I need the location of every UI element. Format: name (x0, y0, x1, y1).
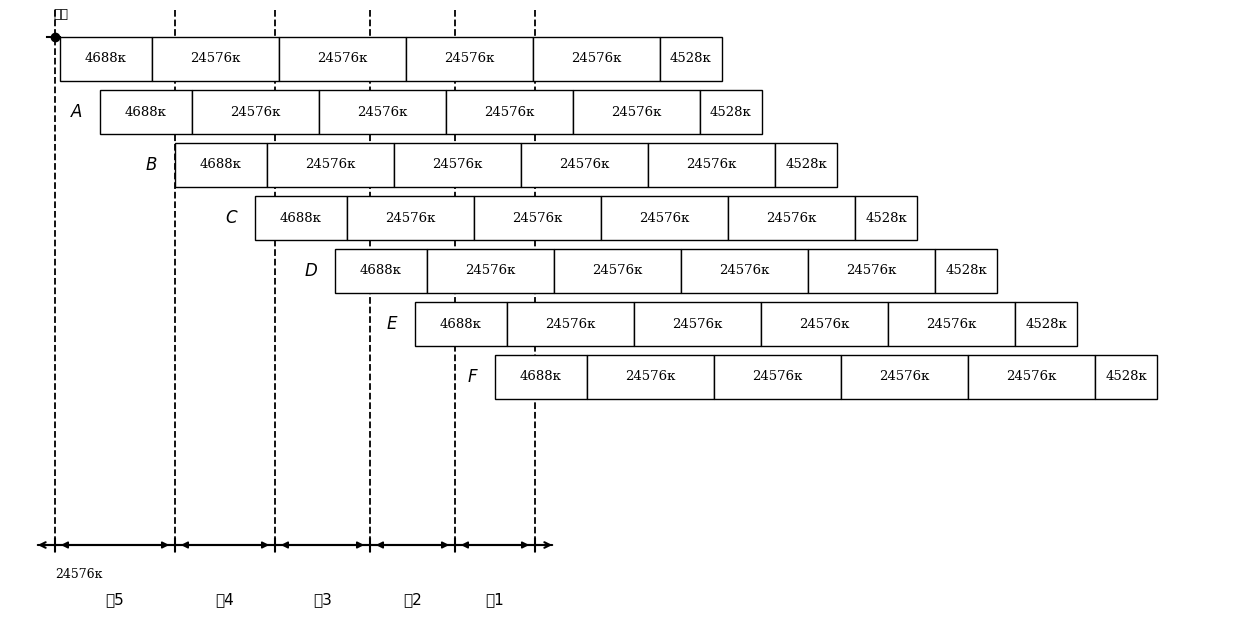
Text: 24576κ: 24576κ (559, 158, 610, 172)
Bar (100, 90, 192, 134)
Text: 24576κ: 24576κ (190, 52, 241, 66)
Text: 4688κ: 4688κ (360, 264, 402, 278)
Text: 24576κ: 24576κ (444, 52, 495, 66)
Bar (681, 249, 808, 293)
Bar (660, 37, 722, 81)
Text: F: F (467, 368, 477, 386)
Bar (761, 302, 888, 346)
Text: 4688κ: 4688κ (520, 370, 562, 384)
Text: 4528κ: 4528κ (866, 211, 906, 225)
Bar (856, 196, 918, 240)
Bar (415, 302, 507, 346)
Bar (474, 196, 601, 240)
Text: 24576κ: 24576κ (926, 317, 977, 331)
Bar (601, 196, 728, 240)
Bar (507, 302, 634, 346)
Bar (888, 302, 1016, 346)
Text: 24576κ: 24576κ (719, 264, 770, 278)
Bar (573, 90, 701, 134)
Bar (153, 37, 279, 81)
Text: 4528κ: 4528κ (670, 52, 712, 66)
Text: C: C (226, 209, 237, 227)
Text: 补零: 补零 (53, 8, 68, 21)
Bar (649, 143, 775, 187)
Bar (319, 90, 446, 134)
Text: E: E (387, 315, 397, 333)
Text: 24576κ: 24576κ (846, 264, 897, 278)
Bar (335, 249, 427, 293)
Text: 4528κ: 4528κ (785, 158, 827, 172)
Bar (808, 249, 935, 293)
Bar (554, 249, 681, 293)
Bar (841, 355, 968, 399)
Bar (175, 143, 267, 187)
Bar (935, 249, 997, 293)
Bar (427, 249, 554, 293)
Text: 24576κ: 24576κ (485, 105, 534, 119)
Bar (446, 90, 573, 134)
Bar (968, 355, 1095, 399)
Text: 4688κ: 4688κ (280, 211, 322, 225)
Bar (279, 37, 405, 81)
Bar (394, 143, 521, 187)
Bar (60, 37, 153, 81)
Text: 的3: 的3 (312, 592, 332, 607)
Text: 24576κ: 24576κ (611, 105, 662, 119)
Bar (347, 196, 474, 240)
Bar (728, 196, 856, 240)
Bar (1095, 355, 1157, 399)
Text: 的4: 的4 (216, 592, 234, 607)
Text: 24576κ: 24576κ (357, 105, 408, 119)
Bar (192, 90, 319, 134)
Text: 24576κ: 24576κ (753, 370, 802, 384)
Bar (405, 37, 533, 81)
Text: 24576κ: 24576κ (640, 211, 689, 225)
Text: 24576κ: 24576κ (465, 264, 516, 278)
Text: 24576κ: 24576κ (231, 105, 280, 119)
Text: 的2: 的2 (403, 592, 422, 607)
Bar (714, 355, 841, 399)
Text: A: A (71, 103, 82, 121)
Bar (495, 355, 587, 399)
Bar (587, 355, 714, 399)
Text: 24576κ: 24576κ (879, 370, 930, 384)
Text: 24576κ: 24576κ (686, 158, 737, 172)
Bar (255, 196, 347, 240)
Text: 24576κ: 24576κ (1006, 370, 1056, 384)
Text: 24576κ: 24576κ (512, 211, 563, 225)
Text: D: D (304, 262, 317, 280)
Text: 24576κ: 24576κ (593, 264, 642, 278)
Bar (267, 143, 394, 187)
Text: 的5: 的5 (105, 592, 124, 607)
Bar (1016, 302, 1078, 346)
Text: 4528κ: 4528κ (1025, 317, 1066, 331)
Text: 24576κ: 24576κ (433, 158, 482, 172)
Text: 4528κ: 4528κ (945, 264, 987, 278)
Text: 24576κ: 24576κ (305, 158, 356, 172)
Text: 4528κ: 4528κ (711, 105, 751, 119)
Bar (634, 302, 761, 346)
Text: 4688κ: 4688κ (440, 317, 482, 331)
Text: 24576κ: 24576κ (386, 211, 435, 225)
Text: 24576κ: 24576κ (800, 317, 849, 331)
Text: 4528κ: 4528κ (1105, 370, 1147, 384)
Text: 24576κ: 24576κ (572, 52, 621, 66)
Text: 24576κ: 24576κ (625, 370, 676, 384)
Text: B: B (145, 156, 157, 174)
Text: 4688κ: 4688κ (125, 105, 167, 119)
Text: 4688κ: 4688κ (86, 52, 126, 66)
Bar (701, 90, 763, 134)
Text: 24576κ: 24576κ (546, 317, 595, 331)
Bar (521, 143, 649, 187)
Text: 4688κ: 4688κ (200, 158, 242, 172)
Text: 24576κ: 24576κ (55, 568, 103, 581)
Bar (775, 143, 837, 187)
Text: 24576κ: 24576κ (317, 52, 368, 66)
Text: 24576κ: 24576κ (766, 211, 817, 225)
Text: 的1: 的1 (486, 592, 505, 607)
Text: 24576κ: 24576κ (672, 317, 723, 331)
Bar (533, 37, 660, 81)
